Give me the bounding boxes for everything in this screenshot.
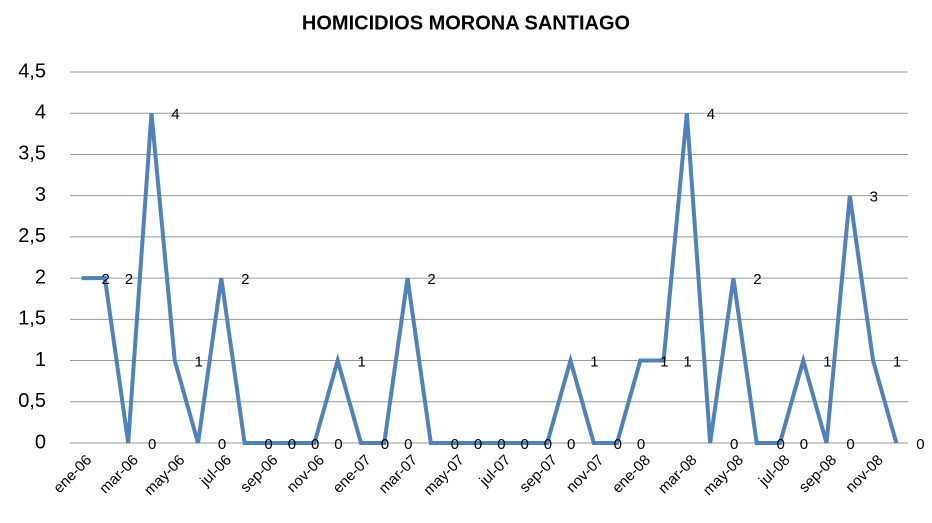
data-label: 0 bbox=[474, 436, 482, 453]
data-label: 2 bbox=[241, 271, 249, 288]
x-tick-label: nov-06 bbox=[284, 452, 328, 496]
x-tick-label: may-08 bbox=[700, 452, 747, 499]
data-label: 0 bbox=[567, 436, 575, 453]
x-tick-label: may-07 bbox=[420, 452, 467, 499]
y-tick-label: 2,5 bbox=[18, 225, 46, 247]
x-tick-label: may-06 bbox=[141, 452, 188, 499]
data-label: 0 bbox=[916, 436, 924, 453]
data-label: 2 bbox=[427, 271, 435, 288]
y-tick-label: 0,5 bbox=[18, 390, 46, 412]
y-tick-label: 0 bbox=[35, 431, 46, 453]
x-tick-label: nov-08 bbox=[842, 452, 886, 496]
data-label: 2 bbox=[101, 271, 109, 288]
x-tick-label: mar-06 bbox=[96, 452, 142, 498]
data-label: 1 bbox=[683, 354, 691, 371]
y-tick-label: 4 bbox=[35, 102, 46, 124]
data-label: 0 bbox=[777, 436, 785, 453]
x-tick-label: sep-08 bbox=[796, 452, 840, 496]
data-label: 0 bbox=[311, 436, 319, 453]
x-tick-label: jul-06 bbox=[196, 452, 235, 491]
data-label: 1 bbox=[195, 354, 203, 371]
x-tick-label: sep-06 bbox=[237, 452, 281, 496]
data-label: 0 bbox=[846, 436, 854, 453]
x-tick-label: ene-08 bbox=[609, 452, 654, 497]
data-label: 0 bbox=[730, 436, 738, 453]
data-label: 0 bbox=[404, 436, 412, 453]
data-label: 0 bbox=[637, 436, 645, 453]
y-tick-label: 3 bbox=[35, 184, 46, 206]
chart-title: HOMICIDIOS MORONA SANTIAGO bbox=[302, 12, 630, 34]
data-label: 0 bbox=[288, 436, 296, 453]
x-tick-label: sep-07 bbox=[516, 452, 560, 496]
data-label: 0 bbox=[800, 436, 808, 453]
data-label: 0 bbox=[218, 436, 226, 453]
data-label: 3 bbox=[870, 189, 878, 206]
data-label: 4 bbox=[171, 106, 179, 123]
x-tick-label: mar-07 bbox=[376, 452, 422, 498]
data-label: 2 bbox=[753, 271, 761, 288]
y-tick-label: 1,5 bbox=[18, 308, 46, 330]
y-tick-label: 2 bbox=[35, 266, 46, 288]
data-label: 0 bbox=[544, 436, 552, 453]
data-label: 1 bbox=[823, 354, 831, 371]
data-label: 4 bbox=[707, 106, 715, 123]
data-label: 0 bbox=[264, 436, 272, 453]
x-tick-label: mar-08 bbox=[655, 452, 701, 498]
x-tick-label: ene-07 bbox=[330, 452, 375, 497]
data-label: 0 bbox=[148, 436, 156, 453]
y-tick-label: 4,5 bbox=[18, 60, 46, 82]
x-tick-label: nov-07 bbox=[563, 452, 607, 496]
x-tick-label: ene-06 bbox=[50, 452, 95, 497]
data-label: 2 bbox=[125, 271, 133, 288]
data-label: 0 bbox=[520, 436, 528, 453]
data-label: 1 bbox=[590, 354, 598, 371]
data-label: 0 bbox=[497, 436, 505, 453]
data-line bbox=[81, 113, 899, 445]
data-label: 0 bbox=[614, 436, 622, 453]
y-tick-label: 1 bbox=[35, 349, 46, 371]
data-label: 0 bbox=[381, 436, 389, 453]
data-label: 0 bbox=[451, 436, 459, 453]
data-label: 0 bbox=[334, 436, 342, 453]
x-tick-label: jul-08 bbox=[755, 452, 794, 491]
data-label: 1 bbox=[358, 354, 366, 371]
data-label: 1 bbox=[893, 354, 901, 371]
x-tick-label: jul-07 bbox=[476, 452, 515, 491]
data-label: 1 bbox=[660, 354, 668, 371]
y-tick-label: 3,5 bbox=[18, 143, 46, 165]
